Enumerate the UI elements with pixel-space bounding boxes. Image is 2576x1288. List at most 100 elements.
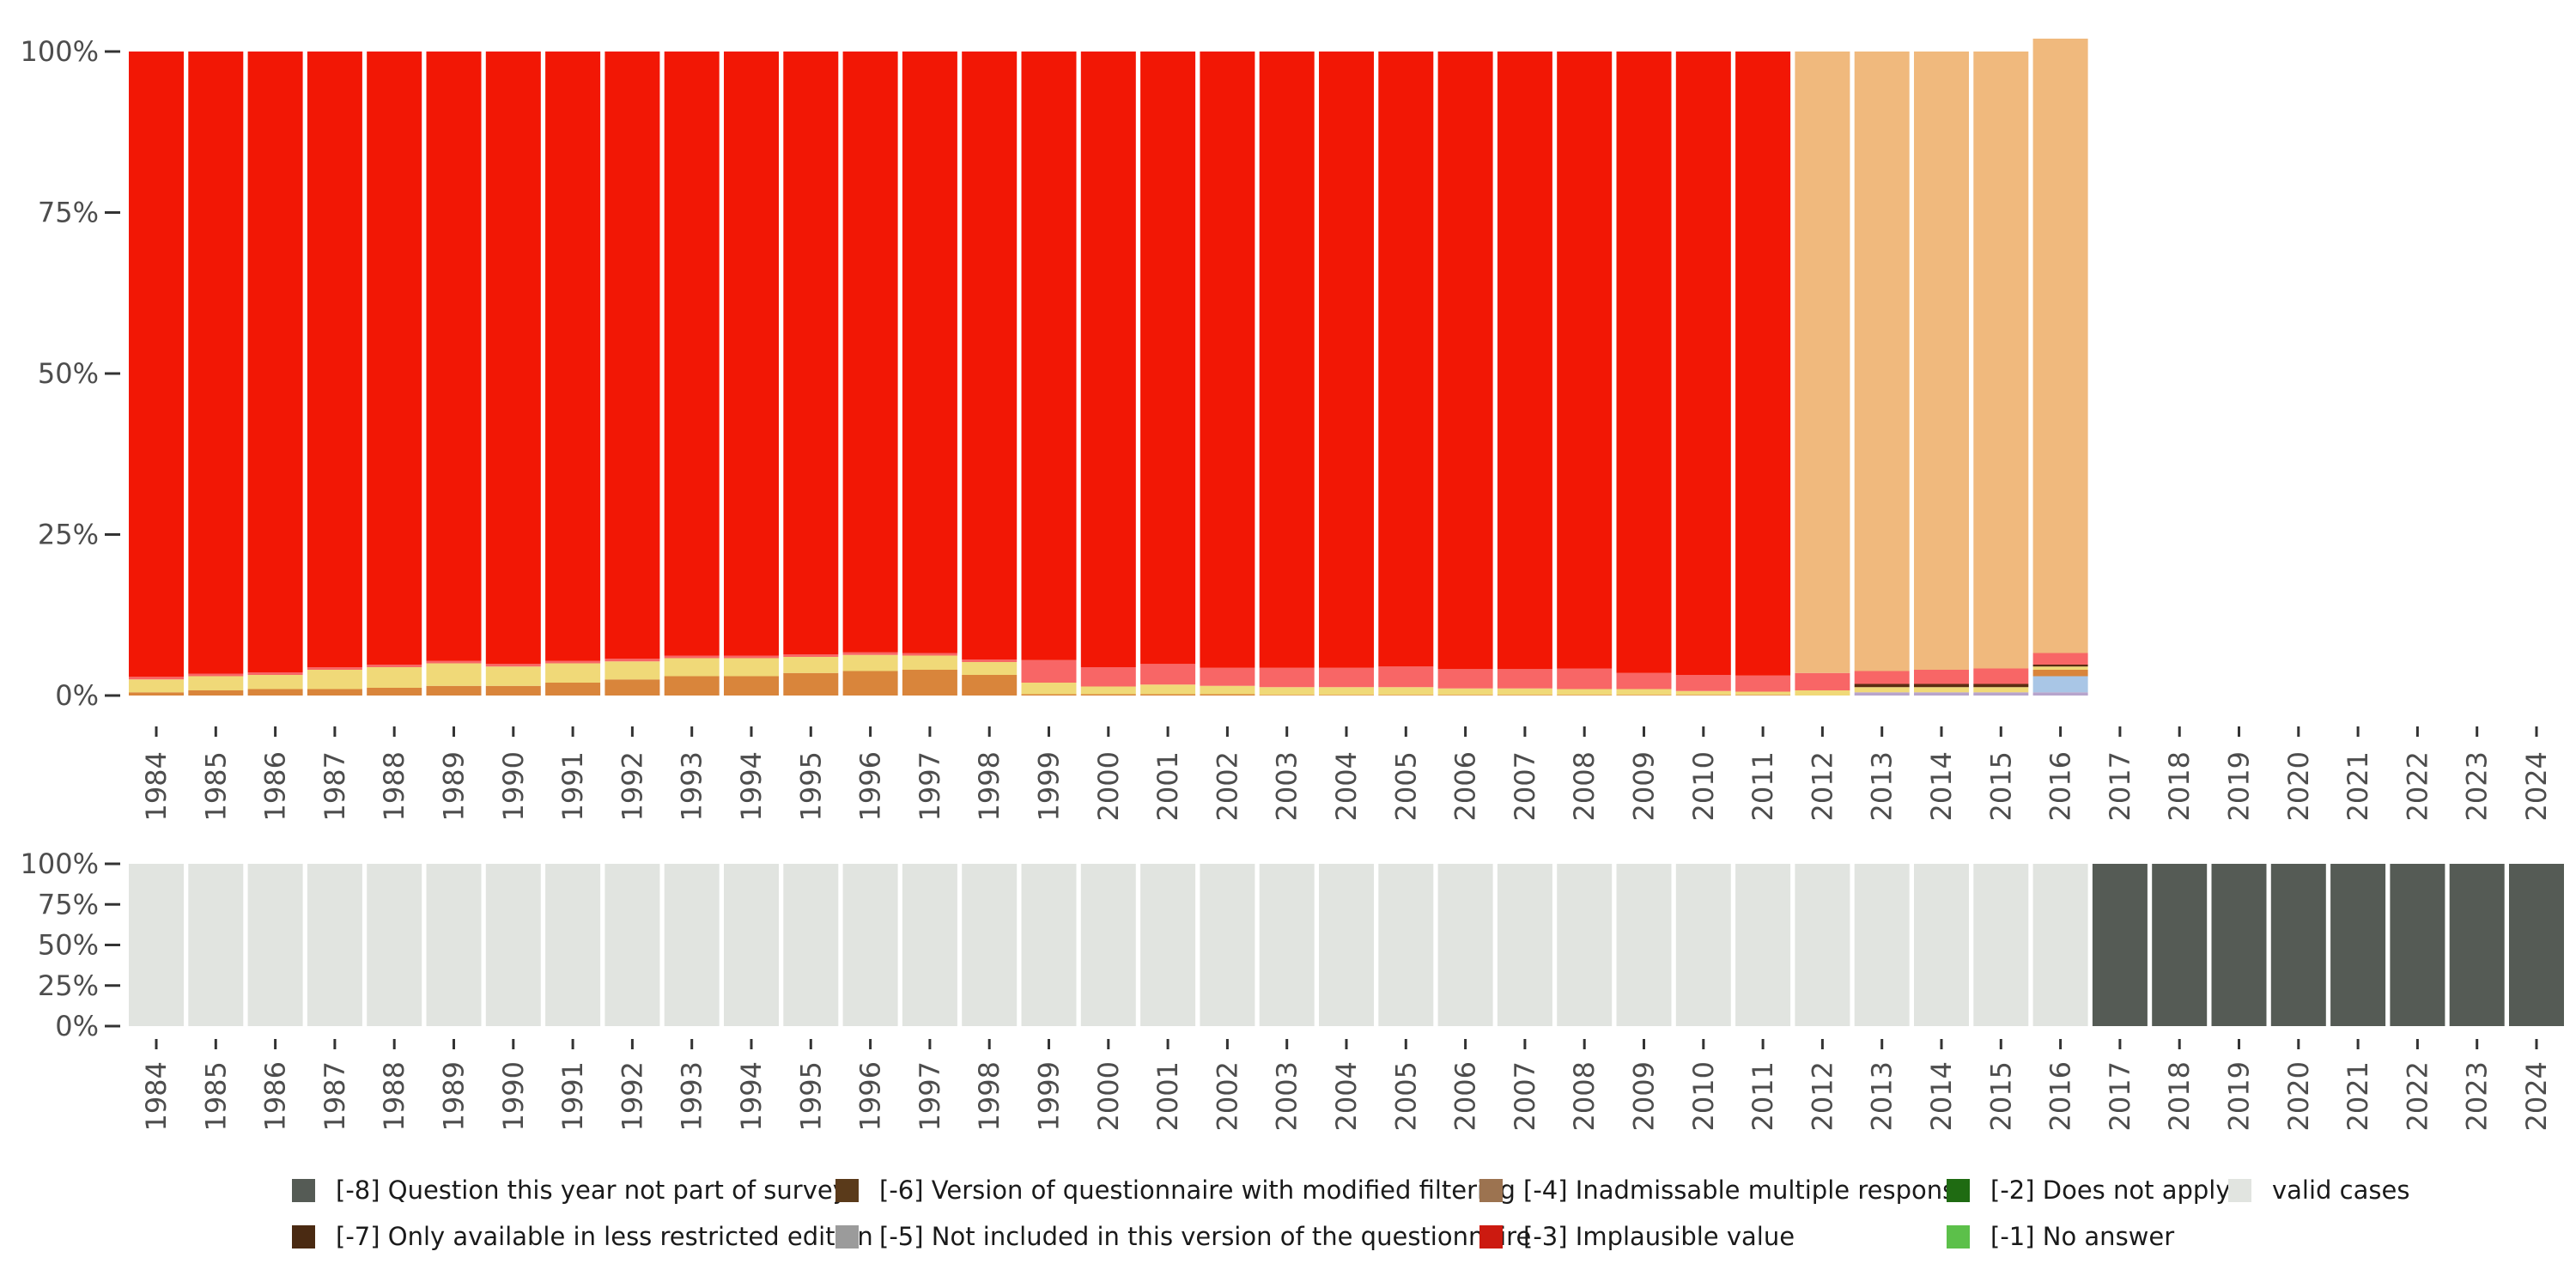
bar-segment	[485, 864, 541, 1026]
bar-segment	[1437, 864, 1493, 1026]
bar-segment	[1497, 669, 1552, 689]
bar-segment	[783, 654, 839, 657]
x-tick-label: 1999	[1033, 1061, 1066, 1131]
y-tick-label: 25%	[38, 519, 99, 551]
bar-segment	[129, 52, 184, 677]
bar-segment	[1021, 694, 1077, 696]
bar-segment	[1973, 668, 2029, 684]
x-tick-label: 1991	[556, 1061, 589, 1131]
x-tick-label: 1985	[199, 1061, 232, 1131]
bar-segment	[1259, 667, 1315, 688]
x-tick-label: 2020	[2282, 1061, 2315, 1131]
bar-segment	[1497, 52, 1552, 670]
bar-segment	[1557, 52, 1613, 669]
bar-segment	[129, 677, 184, 680]
bar-segment	[247, 675, 303, 690]
x-tick-label: 1995	[794, 1061, 827, 1131]
bar-segment	[902, 653, 957, 656]
bar-segment	[1200, 685, 1255, 695]
bar-segment	[1795, 864, 1850, 1026]
legend-swatch	[292, 1178, 315, 1202]
x-tick-label: 1984	[140, 1061, 173, 1131]
legend-item-valid-cases: valid cases	[2228, 1173, 2409, 1207]
bar-segment	[2032, 653, 2088, 665]
x-tick-label: 1991	[556, 751, 589, 821]
bar-segment	[605, 661, 660, 680]
x-tick-label: 2000	[1092, 1061, 1125, 1131]
bar-segment	[962, 52, 1018, 659]
legend-item-minus5: [-5] Not included in this version of the…	[835, 1219, 1531, 1254]
x-tick-label: 1988	[378, 751, 410, 821]
x-tick-label: 1994	[735, 1061, 768, 1131]
bar-segment	[783, 52, 839, 654]
x-tick-label: 2019	[2223, 751, 2256, 821]
x-tick-label: 2004	[1330, 751, 1363, 821]
bar-segment	[247, 672, 303, 675]
x-tick-label: 2001	[1151, 1061, 1184, 1131]
bar-segment	[1973, 864, 2029, 1026]
bar-segment	[842, 652, 898, 655]
bar-segment	[1080, 694, 1136, 696]
bar-segment	[367, 667, 422, 688]
bar-segment	[1616, 689, 1672, 696]
bar-segment	[902, 52, 957, 653]
bar-segment	[724, 52, 779, 656]
bar-segment	[605, 52, 660, 659]
bar-segment	[1854, 864, 1910, 1026]
bar-segment	[1616, 695, 1672, 696]
bar-segment	[1973, 683, 2029, 688]
bar-segment	[1140, 664, 1196, 685]
bar-segment	[1914, 687, 1969, 693]
bar-segment	[1973, 52, 2029, 669]
bar-segment	[842, 654, 898, 671]
x-tick-label: 1996	[854, 751, 887, 821]
bar-segment	[1914, 670, 1969, 684]
legend-swatch	[1947, 1224, 1970, 1249]
x-tick-label: 2003	[1271, 1061, 1303, 1131]
x-tick-label: 2006	[1449, 1061, 1482, 1131]
bar-segment	[842, 52, 898, 653]
x-tick-label: 2007	[1509, 751, 1541, 821]
bar-segment	[1735, 695, 1791, 696]
legend-item-minus3: [-3] Implausible value	[1479, 1219, 1795, 1254]
x-tick-label: 1996	[854, 1061, 887, 1131]
bar-segment	[1914, 692, 1969, 696]
x-tick-label: 1992	[616, 751, 648, 821]
bar-segment	[1319, 864, 1374, 1026]
x-tick-label: 2024	[2520, 751, 2553, 821]
legend-item-minus6: [-6] Version of questionnaire with modif…	[835, 1173, 1516, 1207]
x-tick-label: 2013	[1866, 1061, 1899, 1131]
legend-label: [-1] No answer	[1990, 1222, 2175, 1251]
legend-item-minus1: [-1] No answer	[1947, 1219, 2174, 1254]
x-tick-label: 2012	[1806, 751, 1838, 821]
x-tick-label: 1995	[794, 751, 827, 821]
bar-segment	[1140, 864, 1196, 1026]
bar-segment	[724, 676, 779, 696]
bar-segment	[1200, 864, 1255, 1026]
bar-segment	[1497, 688, 1552, 696]
x-tick-label: 1994	[735, 751, 768, 821]
bar-segment	[307, 689, 362, 696]
bar-segment	[307, 52, 362, 667]
bar-segment	[1140, 694, 1196, 696]
x-tick-label: 1999	[1033, 751, 1066, 821]
x-tick-label: 2014	[1925, 1061, 1958, 1131]
bar-segment	[664, 52, 720, 656]
bar-segment	[1259, 687, 1315, 696]
bar-segment	[367, 665, 422, 667]
bar-segment	[842, 864, 898, 1026]
bar-segment	[1140, 52, 1196, 665]
bar-segment	[1319, 687, 1374, 696]
bar-segment	[664, 676, 720, 696]
bar-segment	[2092, 864, 2148, 1026]
bar-segment	[307, 667, 362, 670]
x-tick-label: 2018	[2163, 751, 2196, 821]
y-tick-label: 100%	[21, 848, 99, 880]
bar-segment	[1378, 864, 1434, 1026]
bar-segment	[1200, 694, 1255, 696]
bar-segment	[485, 664, 541, 667]
x-tick-label: 2010	[1687, 751, 1720, 821]
x-tick-label: 2015	[1984, 1061, 2017, 1131]
bar-segment	[2032, 864, 2088, 1026]
x-tick-label: 2023	[2461, 751, 2494, 821]
